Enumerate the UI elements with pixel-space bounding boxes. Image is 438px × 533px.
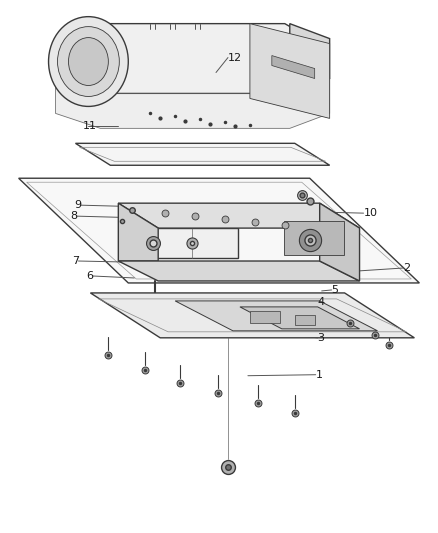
Polygon shape [250, 23, 330, 118]
Polygon shape [295, 315, 314, 325]
Polygon shape [56, 23, 320, 93]
Polygon shape [118, 261, 360, 281]
Text: 10: 10 [364, 208, 378, 218]
Polygon shape [290, 23, 330, 93]
Polygon shape [118, 203, 158, 261]
Text: 8: 8 [71, 211, 78, 221]
Polygon shape [90, 293, 414, 338]
Ellipse shape [68, 38, 108, 85]
Text: 12: 12 [228, 53, 242, 62]
Text: 6: 6 [86, 271, 93, 281]
Polygon shape [19, 178, 419, 283]
Text: 3: 3 [318, 333, 325, 343]
Polygon shape [120, 228, 238, 258]
Polygon shape [250, 311, 280, 323]
Text: 4: 4 [318, 297, 325, 307]
Polygon shape [56, 78, 330, 128]
Polygon shape [175, 301, 378, 331]
Text: 11: 11 [82, 122, 96, 131]
Polygon shape [272, 55, 314, 78]
Ellipse shape [57, 27, 119, 96]
Text: 1: 1 [316, 370, 323, 379]
Polygon shape [320, 203, 360, 281]
Text: 5: 5 [332, 285, 339, 295]
Polygon shape [75, 143, 330, 165]
Text: 2: 2 [403, 263, 410, 273]
Polygon shape [284, 221, 343, 255]
Ellipse shape [49, 17, 128, 107]
Polygon shape [240, 307, 360, 329]
Text: 7: 7 [72, 256, 80, 266]
Polygon shape [118, 203, 360, 228]
Text: 9: 9 [74, 200, 81, 210]
